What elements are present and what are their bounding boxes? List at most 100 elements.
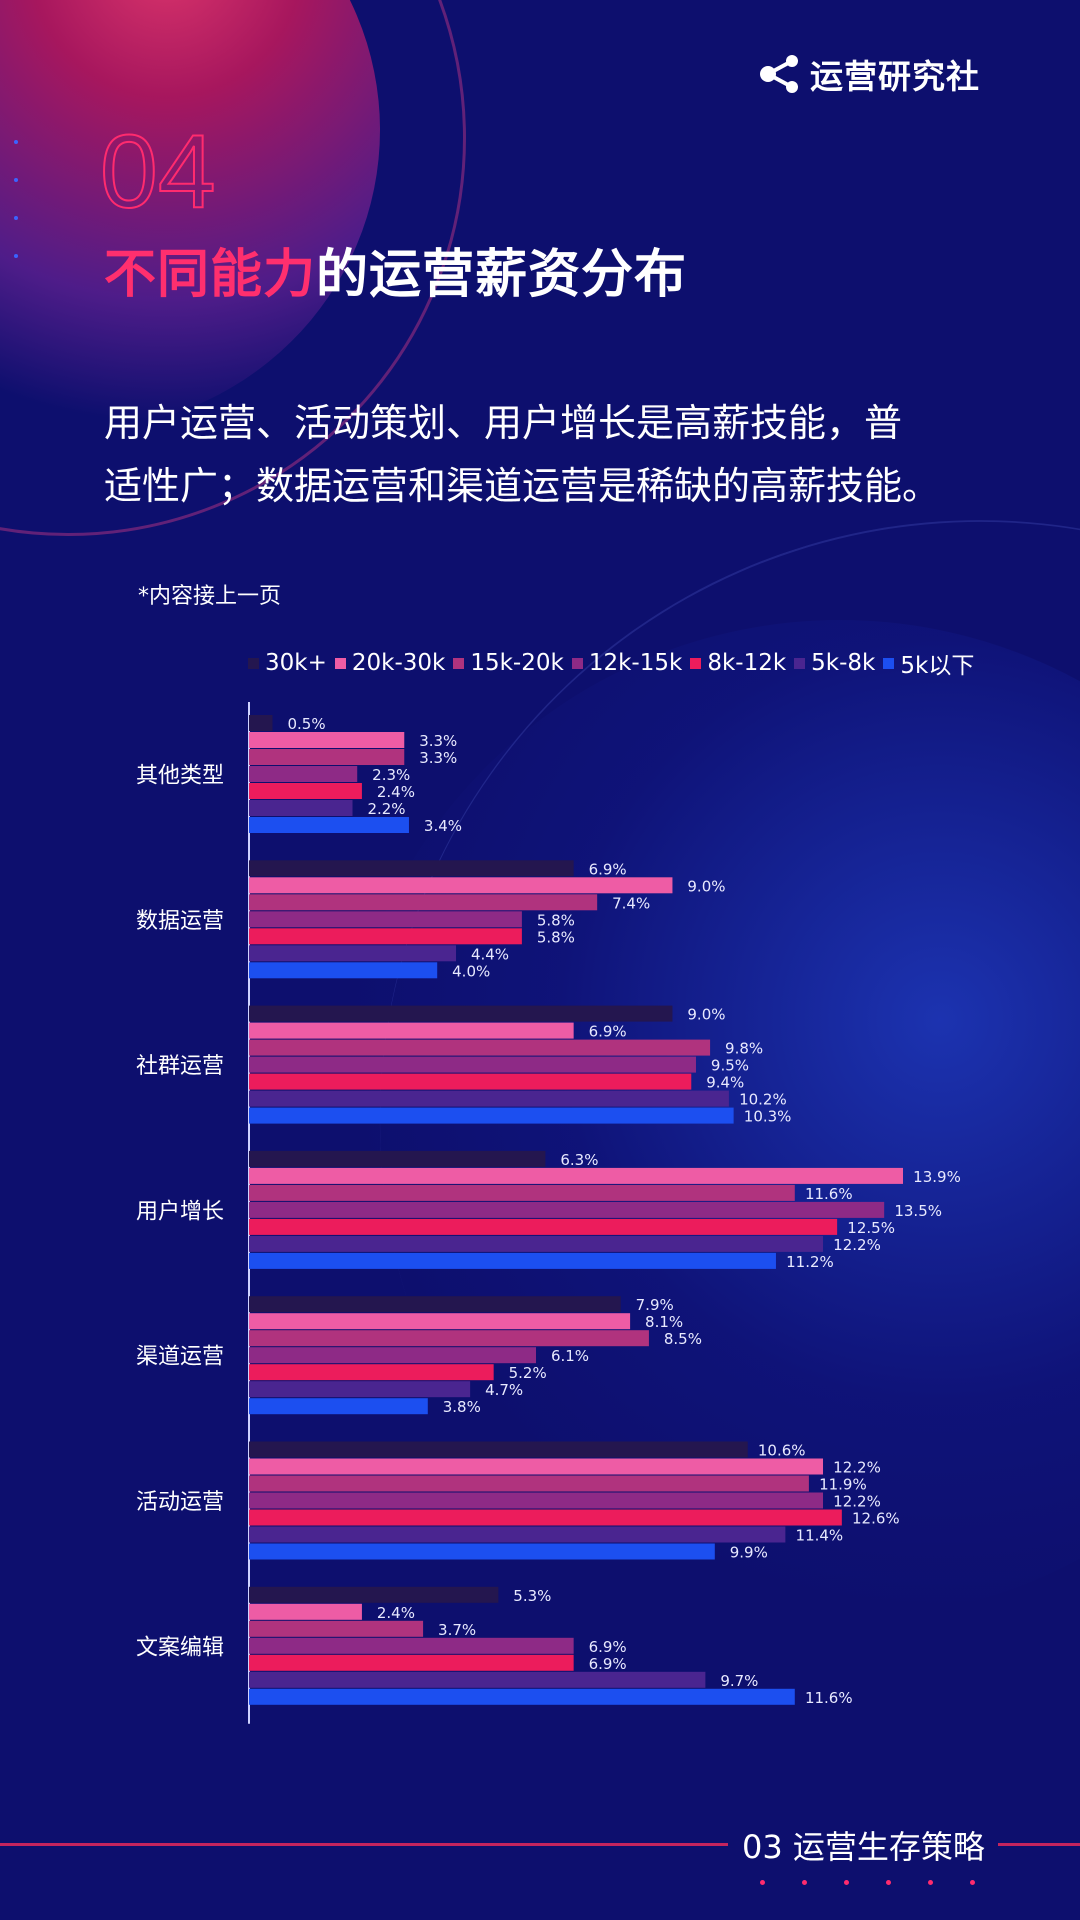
- legend-swatch: [690, 657, 702, 669]
- data-label: 5.8%: [537, 928, 575, 946]
- bar: [249, 945, 457, 962]
- bar: [249, 1603, 362, 1620]
- legend-item: 30k+: [248, 650, 327, 676]
- data-label: 3.4%: [424, 817, 462, 835]
- data-label: 6.9%: [589, 860, 627, 878]
- title-rest: 的运营薪资分布: [316, 245, 688, 305]
- legend-label: 12k-15k: [588, 650, 683, 676]
- footer-dots: [760, 1880, 1012, 1885]
- bar: [249, 1090, 729, 1107]
- bar: [249, 1398, 428, 1415]
- bar: [249, 766, 358, 782]
- bar: [249, 911, 522, 928]
- legend-label: 20k-30k: [351, 650, 446, 676]
- legend-item: 5k-8k: [794, 650, 875, 676]
- data-label: 3.7%: [438, 1621, 476, 1639]
- data-label: 3.8%: [443, 1398, 481, 1416]
- data-label: 11.6%: [805, 1689, 853, 1707]
- data-label: 7.9%: [636, 1296, 674, 1314]
- legend-label: 30k+: [265, 650, 327, 676]
- data-label: 12.6%: [852, 1510, 900, 1528]
- data-label: 2.4%: [377, 1604, 415, 1622]
- data-label: 10.3%: [744, 1108, 792, 1126]
- data-label: 11.2%: [786, 1253, 834, 1271]
- bar: [249, 1252, 776, 1269]
- footer-divider-left: [0, 1843, 728, 1846]
- bar: [249, 732, 405, 748]
- data-label: 9.5%: [711, 1057, 749, 1075]
- data-label: 5.8%: [537, 911, 575, 929]
- category-label: 用户增长: [136, 1199, 224, 1224]
- bar: [249, 1620, 424, 1637]
- data-label: 3.3%: [419, 749, 457, 767]
- legend-swatch: [883, 657, 895, 669]
- page-title: 不同能力的运营薪资分布: [104, 232, 687, 307]
- bar: [249, 1150, 546, 1167]
- legend-item: 8k-12k: [690, 650, 786, 676]
- bar: [249, 1313, 631, 1330]
- brand-name: 运营研究社: [810, 57, 980, 96]
- category-label: 社群运营: [136, 1054, 224, 1079]
- bar: [249, 1475, 809, 1492]
- bar: [249, 1526, 786, 1543]
- bar: [249, 962, 438, 979]
- bar: [249, 1347, 537, 1364]
- bar: [249, 1381, 471, 1398]
- data-label: 2.2%: [367, 800, 405, 818]
- data-label: 13.9%: [913, 1168, 961, 1186]
- data-label: 6.9%: [589, 1655, 627, 1673]
- bar: [249, 1073, 692, 1090]
- summary-text: 用户运营、活动策划、用户增长是高薪技能，普 适性广；数据运营和渠道运营是稀缺的高…: [104, 392, 1004, 518]
- legend-swatch: [794, 657, 806, 669]
- data-label: 4.0%: [452, 962, 490, 980]
- bar: [249, 1107, 734, 1124]
- bar: [249, 1039, 711, 1056]
- bar: [249, 1654, 574, 1671]
- data-label: 10.2%: [739, 1091, 787, 1109]
- bar: [249, 894, 598, 911]
- footer-section-label: 03 运营生存策略: [742, 1828, 985, 1866]
- title-accent: 不同能力: [104, 245, 317, 305]
- bar: [249, 1441, 748, 1458]
- bar: [249, 1022, 574, 1039]
- data-label: 11.4%: [796, 1527, 844, 1545]
- data-label: 12.2%: [833, 1493, 881, 1511]
- bar: [249, 1492, 824, 1509]
- summary-line-1: 用户运营、活动策划、用户增长是高薪技能，普: [104, 401, 903, 445]
- data-label: 12.2%: [833, 1236, 881, 1254]
- section-number: 04: [99, 114, 217, 230]
- data-label: 9.9%: [730, 1544, 768, 1562]
- bar: [249, 1458, 824, 1475]
- data-label: 8.1%: [645, 1313, 683, 1331]
- bar: [249, 1167, 903, 1184]
- bar: [249, 1330, 649, 1347]
- category-label: 渠道运营: [136, 1345, 224, 1370]
- data-label: 11.9%: [819, 1476, 867, 1494]
- bar: [249, 1364, 494, 1381]
- footer-divider-right: [998, 1843, 1080, 1846]
- data-label: 12.5%: [847, 1219, 895, 1237]
- data-label: 5.2%: [509, 1364, 547, 1382]
- bar: [249, 715, 273, 731]
- legend-item: 12k-15k: [571, 650, 683, 676]
- legend-item: 5k以下: [883, 646, 974, 680]
- bar: [249, 1543, 715, 1560]
- bar: [249, 800, 353, 816]
- data-label: 6.9%: [589, 1023, 627, 1041]
- legend-swatch: [453, 657, 465, 669]
- bar: [249, 1218, 838, 1235]
- legend-swatch: [248, 657, 259, 669]
- bar: [249, 1688, 795, 1705]
- data-label: 6.9%: [589, 1638, 627, 1656]
- summary-line-2: 适性广；数据运营和渠道运营是稀缺的高薪技能。: [104, 464, 941, 508]
- bar: [249, 1586, 499, 1603]
- data-label: 7.4%: [612, 894, 650, 912]
- bar: [249, 860, 574, 877]
- continuation-note: *内容接上一页: [138, 584, 282, 609]
- legend-swatch: [334, 657, 346, 669]
- data-label: 4.7%: [485, 1381, 523, 1399]
- chart-legend: 30k+ 20k-30k 15k-20k 12k-15k 8k-12k 5k-8k 5k以下: [248, 646, 982, 680]
- data-label: 9.7%: [720, 1672, 758, 1690]
- share-icon: [760, 55, 798, 93]
- data-label: 9.4%: [706, 1074, 744, 1092]
